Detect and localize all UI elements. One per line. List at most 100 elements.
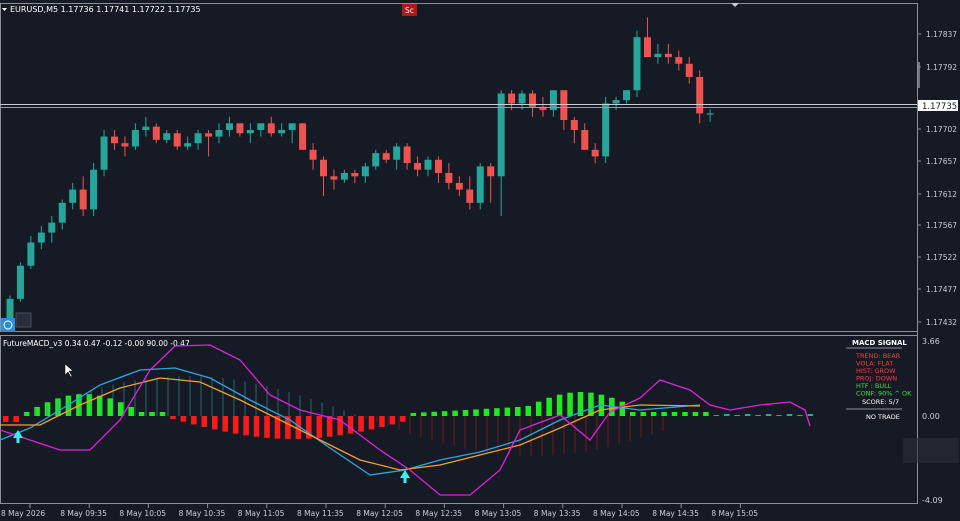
histogram-bar [3,416,9,422]
candle [58,199,66,230]
histogram-bar [326,416,333,437]
signal-row: CONF: 90% ^ OK [856,390,912,398]
histogram-bar [630,412,636,416]
candle [37,225,45,250]
histogram-bar [379,416,385,427]
candle [591,143,599,164]
indicator-frame [0,335,918,504]
histogram-bar [483,408,490,416]
histogram-bar [786,414,793,416]
histogram-bar [671,412,678,416]
candle [351,169,359,183]
histogram-bar [588,392,594,416]
histogram-bar [755,415,761,416]
candles-layer [6,17,714,322]
histogram-bar [23,412,30,416]
indicator-axis-top: 3.66 [922,337,940,346]
histogram-bar [661,412,667,416]
histogram-bar [86,394,93,416]
main-chart-frame [0,3,918,332]
candle [623,90,631,104]
histogram-bar [504,407,511,416]
histogram-bar [515,407,521,416]
histogram-bar [34,406,40,416]
price-tick-label: 1.17522 [926,253,957,262]
price-tick-label: 1.17612 [926,190,957,199]
candle [257,123,265,137]
histogram-bar [776,415,782,416]
histogram-bar [410,413,417,416]
time-label: 8 May 09:35 [60,509,107,518]
histogram-bar [703,412,709,416]
shift-marker-icon[interactable] [731,3,739,7]
time-label: 8 May 10:35 [179,509,226,518]
histogram-bar [400,416,406,422]
price-tick-label: 1.17567 [926,221,957,230]
signal-row: PROJ: DOWN [856,375,897,383]
histogram-bar [535,401,542,416]
candle [184,136,192,150]
candle [111,129,118,150]
histogram-bar [421,412,427,416]
histogram-bar [368,416,375,430]
time-label: 8 May 11:05 [238,509,285,518]
price-tick-label: 1.17702 [926,125,957,134]
histogram-bar [212,416,218,430]
nav-tab[interactable] [15,312,32,328]
signal-line [0,377,701,471]
candle [236,123,244,137]
candle [142,116,150,137]
histogram-bar [159,412,166,416]
histogram-bar [128,406,134,416]
histogram-bar [650,412,657,416]
candle [466,176,474,210]
histogram-bar [546,397,552,416]
candle [309,143,317,170]
candle [278,123,286,137]
histogram-bar [97,395,103,416]
time-label: 8 May 14:35 [652,509,699,518]
candle [121,136,129,157]
sc-badge-bg[interactable] [402,4,417,16]
time-label: 8 May 12:35 [415,509,462,518]
candle [152,123,160,144]
oscillator-line [0,344,811,496]
candle [225,116,233,137]
sc-badge[interactable]: Sc [405,6,414,15]
macd-histogram [3,376,814,456]
signal-row: TREND: BEAR [855,352,901,360]
nav-icon-bg[interactable] [1,318,15,332]
candle [612,96,620,111]
histogram-bar [692,412,699,416]
candle [581,123,589,150]
candle [27,235,35,270]
price-tick-label: 1.17432 [926,318,957,327]
histogram-bar [201,416,208,427]
indicator-axis-bottom: -4.09 [922,496,943,505]
candle [194,129,202,150]
price-tick-label: 1.17477 [926,285,957,294]
time-label: 8 May 11:35 [297,509,344,518]
candle [602,96,610,164]
histogram-bar [65,395,72,416]
candle [487,163,495,203]
candle [393,143,401,170]
candle [173,129,181,150]
crosshair-icon[interactable] [3,320,13,330]
candle [424,156,432,177]
menu-dropdown-icon[interactable] [2,8,7,11]
histogram-bar [117,402,124,416]
price-tick-label: 1.17792 [926,63,957,72]
signal-row: VOLA: FLAT [856,360,893,368]
histogram-bar [682,412,688,416]
object-tooltip [903,438,959,463]
histogram-bar [452,410,458,416]
time-label: 8 May 10:05 [119,509,166,518]
candle [205,129,213,157]
candle [100,129,108,177]
price-axis: 1.17837 1.17792 1.17702 1.17657 1.17612 1.175… [917,30,957,327]
candle [382,149,390,164]
candle [549,90,557,117]
